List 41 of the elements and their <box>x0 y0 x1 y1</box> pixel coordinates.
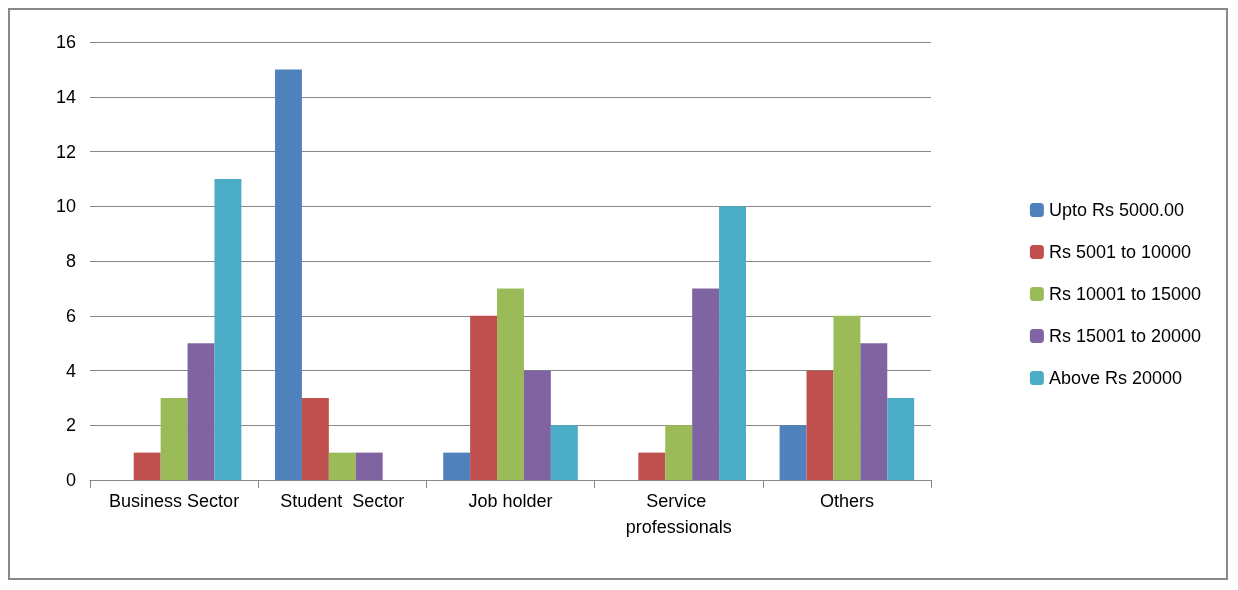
x-tick-label: Student Sector <box>280 491 405 511</box>
y-tick-label: 10 <box>55 196 76 217</box>
bar <box>692 288 720 480</box>
y-tick-label: 8 <box>65 251 76 271</box>
x-tick-label: Others <box>819 491 874 511</box>
legend-label: Above Rs 20000 <box>1048 368 1182 388</box>
bar <box>160 397 188 480</box>
y-tick-label: 14 <box>55 86 76 107</box>
legend-label: Rs 10001 to 15000 <box>1048 284 1201 304</box>
bar <box>779 425 807 480</box>
x-tick-label: Business Sector <box>109 491 240 511</box>
bar <box>638 452 666 480</box>
bar <box>719 206 746 480</box>
y-tick-label: 16 <box>55 32 76 52</box>
bar <box>328 452 356 480</box>
bar <box>133 452 161 480</box>
bar <box>806 370 834 480</box>
bar <box>187 343 215 480</box>
y-tick-label: 2 <box>65 415 76 436</box>
bar <box>214 178 242 480</box>
legend-label: Upto Rs 5000.00 <box>1048 200 1184 220</box>
bar <box>833 315 861 480</box>
x-tick-label: Job holder <box>468 491 553 511</box>
y-tick-label: 6 <box>65 305 76 326</box>
bar <box>355 452 383 480</box>
y-tick-label: 0 <box>65 470 76 490</box>
bar <box>887 397 915 480</box>
y-tick-label: 4 <box>65 360 76 381</box>
bar <box>665 425 693 480</box>
bar <box>550 425 578 480</box>
bar <box>470 315 498 480</box>
legend-label: Rs 5001 to 10000 <box>1048 242 1191 262</box>
bar <box>497 288 524 480</box>
bar <box>275 69 302 480</box>
x-tick-label: Service professionals <box>625 491 732 537</box>
bar <box>443 452 471 480</box>
bar <box>523 370 551 480</box>
bar <box>301 397 329 480</box>
y-tick-label: 12 <box>55 141 76 162</box>
bar <box>860 343 888 480</box>
legend-label: Rs 15001 to 20000 <box>1048 326 1201 346</box>
